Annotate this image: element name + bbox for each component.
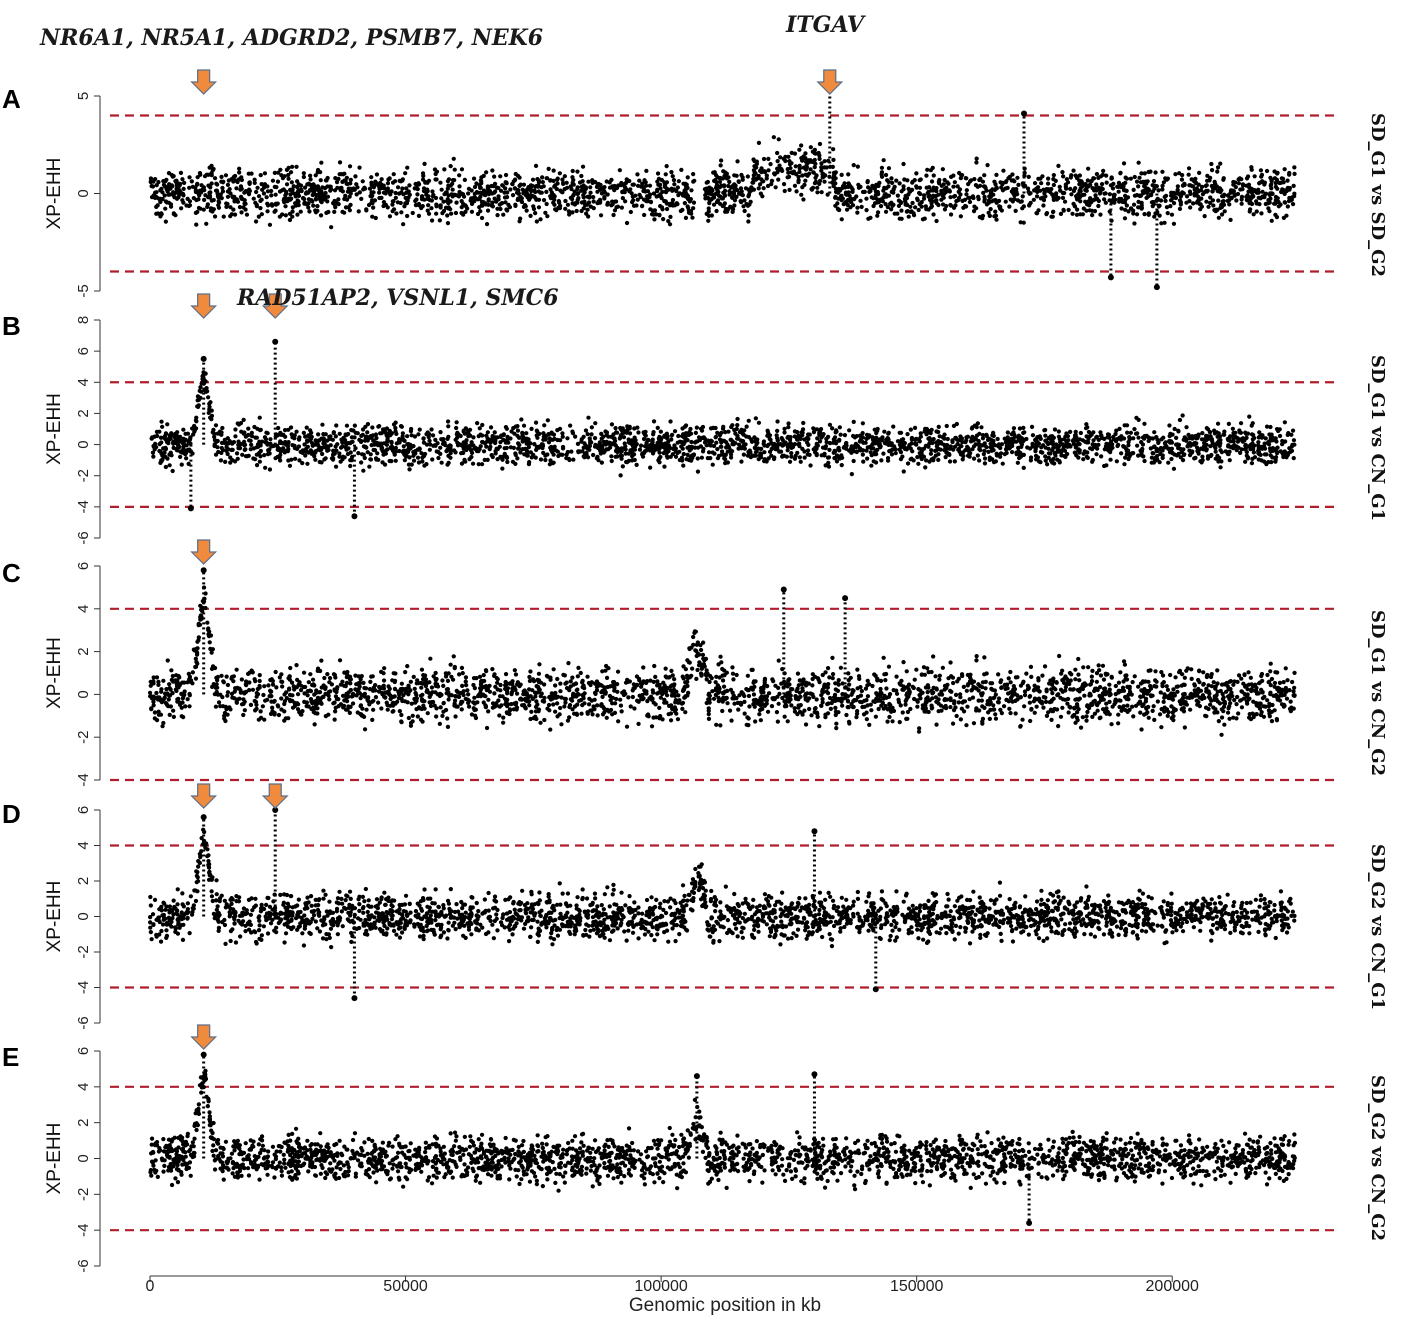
y-tick-label: 2	[75, 647, 92, 655]
panel-label: E	[2, 1042, 19, 1072]
snp-point-cloud	[148, 1068, 1298, 1193]
panel-label: D	[2, 799, 21, 829]
snp-point-cloud	[149, 370, 1297, 478]
y-axis-label: XP-EHH	[44, 637, 65, 709]
sweep-arrow	[190, 1024, 218, 1050]
y-tick-label: -2	[75, 731, 92, 744]
y-axis-label: XP-EHH	[44, 158, 65, 230]
y-tick-label: -6	[75, 1016, 92, 1029]
x-tick-label: 0	[146, 1278, 155, 1295]
panel-d: D XP-EHH -6 -4 -2 0 2 4 6 SD_G2 vs CN_G1	[2, 783, 1388, 1030]
peak-point	[1021, 110, 1027, 117]
y-tick-label: 2	[75, 877, 92, 885]
y-tick-label: -4	[75, 981, 92, 994]
peak-point	[272, 807, 279, 813]
panel-a: A XP-EHH -5 0 5 NR6A1, NR5A1, ADGRD2, PSMB7, …	[2, 12, 1388, 298]
comparison-label: SD_G1 vs CN_G1	[1367, 355, 1388, 521]
panels: A XP-EHH -5 0 5 NR6A1, NR5A1, ADGRD2, PSMB7, …	[2, 12, 1388, 1273]
y-tick-label: 2	[75, 409, 92, 417]
y-tick-label: 6	[75, 1047, 92, 1055]
panel-c: C XP-EHH -4 -2 0 2 4 6 SD_G1 vs CN_G2	[2, 539, 1388, 787]
peak-point	[272, 338, 279, 345]
peak-point	[351, 995, 358, 1002]
x-tick-label: 100000	[634, 1278, 687, 1295]
x-axis-label: Genomic position in kb	[629, 1295, 821, 1316]
snp-point-cloud	[148, 827, 1297, 950]
y-tick-label: 6	[75, 562, 92, 570]
y-tick-label: -4	[75, 773, 92, 786]
y-tick-label: 4	[75, 841, 92, 849]
sweep-arrow	[261, 293, 289, 319]
peak-point	[200, 814, 207, 821]
y-tick-label: -6	[75, 531, 92, 544]
y-tick-label: 2	[75, 1118, 92, 1126]
y-tick-label: 0	[75, 690, 92, 698]
y-tick-label: 0	[75, 440, 92, 448]
y-tick-label: -6	[75, 1259, 92, 1272]
y-axis-label: XP-EHH	[44, 1123, 65, 1195]
panel-b: B XP-EHH -6 -4 -2 0 2 4 6 8 RAD51AP2, VSNL1, SMC6 S…	[2, 285, 1388, 545]
peak-point	[200, 567, 207, 574]
peak-point	[1107, 274, 1114, 281]
gene-label: NR6A1, NR5A1, ADGRD2, PSMB7, NEK6	[39, 25, 543, 51]
y-tick-label: -5	[75, 284, 92, 297]
x-tick-label: 200000	[1146, 1278, 1199, 1295]
x-axis: Genomic position in kb 0 50000 100000 15000…	[146, 1275, 1199, 1316]
panel-label: C	[2, 558, 21, 588]
peak-point	[1026, 1220, 1033, 1226]
y-tick-label: 6	[75, 347, 92, 355]
y-tick-label: -2	[75, 945, 92, 958]
peak-point	[693, 1073, 700, 1080]
comparison-label: SD_G1 vs SD_G2	[1367, 113, 1388, 277]
y-tick-label: -2	[75, 1188, 92, 1201]
sweep-arrow	[261, 783, 289, 809]
peak-point	[811, 1071, 818, 1078]
y-tick-label: 0	[75, 1154, 92, 1162]
y-tick-label: 6	[75, 806, 92, 814]
y-tick-label: -2	[75, 469, 92, 482]
peak-point	[780, 586, 787, 593]
y-tick-label: -4	[75, 1223, 92, 1236]
y-tick-label: 0	[75, 912, 92, 920]
comparison-label: SD_G2 vs CN_G2	[1367, 1075, 1388, 1241]
peak-point	[872, 986, 879, 993]
y-axis-label: XP-EHH	[44, 881, 65, 953]
peak-point	[1153, 284, 1160, 291]
snp-point-cloud	[148, 135, 1297, 230]
snp-point-cloud	[147, 585, 1297, 737]
peak-point	[811, 828, 818, 835]
comparison-label: SD_G2 vs CN_G1	[1367, 844, 1388, 1010]
sweep-arrow	[190, 783, 218, 809]
peak-point	[842, 595, 849, 602]
sweep-arrow	[190, 539, 218, 565]
x-tick-label: 50000	[383, 1278, 428, 1295]
y-tick-label: 4	[75, 378, 92, 386]
panel-label: A	[2, 84, 21, 114]
panel-label: B	[2, 311, 21, 341]
sweep-arrow	[190, 293, 218, 319]
sweep-arrow	[816, 69, 844, 95]
y-tick-label: 4	[75, 1083, 92, 1091]
peak-point	[200, 1051, 207, 1058]
peak-point	[351, 513, 358, 520]
gene-label: ITGAV	[785, 12, 866, 38]
comparison-label: SD_G1 vs CN_G2	[1367, 610, 1388, 776]
panel-e: E XP-EHH -6 -4 -2 0 2 4 6 SD_G2 vs CN_G2	[2, 1024, 1388, 1273]
y-tick-label: -4	[75, 500, 92, 513]
sweep-arrow	[190, 69, 218, 95]
y-axis-label: XP-EHH	[44, 393, 65, 465]
y-tick-label: 8	[75, 316, 92, 324]
peak-point	[200, 355, 207, 362]
y-tick-label: 0	[75, 189, 92, 197]
gene-label: RAD51AP2, VSNL1, SMC6	[236, 285, 559, 311]
y-tick-label: 5	[75, 92, 92, 100]
y-tick-label: 4	[75, 605, 92, 613]
x-tick-label: 150000	[890, 1278, 943, 1295]
peak-point	[187, 505, 194, 512]
